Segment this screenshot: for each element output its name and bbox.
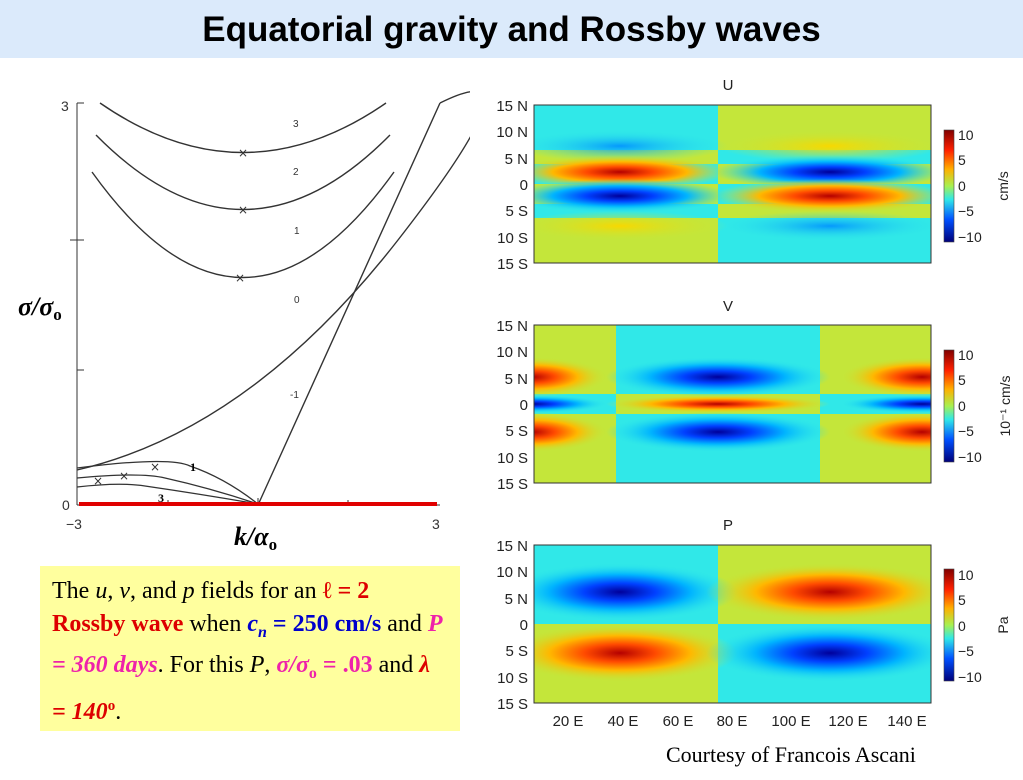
colorbar-p: 10 5 0 −5 −10 Pa bbox=[943, 567, 1011, 685]
lat-label: 5 S bbox=[505, 203, 528, 220]
colorbar-v: 10 5 0 −5 −10 10⁻¹ cm/s bbox=[943, 347, 1013, 465]
lat-label: 5 N bbox=[505, 151, 528, 168]
lat-label: 15 S bbox=[497, 256, 528, 273]
cbar-tick: 10 bbox=[958, 347, 974, 363]
lat-label: 15 N bbox=[496, 318, 528, 335]
cbar-tick: 0 bbox=[958, 398, 966, 414]
lat-label: 10 S bbox=[497, 670, 528, 687]
lat-label: 10 S bbox=[497, 230, 528, 247]
lat-label: 5 N bbox=[505, 371, 528, 388]
panel-title-p: P bbox=[723, 517, 733, 534]
cbar-tick: 5 bbox=[958, 592, 966, 608]
curve-n0 bbox=[76, 91, 470, 471]
curve-label-minus1: -1 bbox=[290, 390, 299, 401]
cbar-unit-v: 10⁻¹ cm/s bbox=[997, 375, 1013, 436]
y-tick-0: 0 bbox=[62, 497, 70, 513]
x-tick-left: −3 bbox=[66, 516, 82, 532]
cbar-tick: 0 bbox=[958, 618, 966, 634]
marker: × bbox=[150, 460, 160, 474]
lat-label: 5 N bbox=[505, 591, 528, 608]
marker: × bbox=[93, 474, 103, 488]
cbar-tick: −10 bbox=[958, 449, 982, 465]
lat-label: 10 N bbox=[496, 564, 528, 581]
rossby-label-3: 3 bbox=[158, 491, 164, 505]
x-axis-label: k/αo bbox=[234, 522, 278, 554]
marker: × bbox=[238, 203, 248, 217]
rossby-label-1: 1 bbox=[190, 460, 196, 474]
lat-label: 10 N bbox=[496, 124, 528, 141]
curve-label-0: 0 bbox=[294, 295, 300, 306]
marker: × bbox=[119, 469, 129, 483]
lat-label: 15 S bbox=[497, 476, 528, 493]
cbar-unit-p: Pa bbox=[995, 616, 1011, 633]
rossby-n1 bbox=[76, 460, 259, 505]
cbar-unit-u: cm/s bbox=[995, 171, 1011, 201]
curve-n3 bbox=[99, 102, 387, 154]
cbar-tick: 10 bbox=[958, 127, 974, 143]
lat-label: 0 bbox=[520, 397, 528, 414]
curve-label-2: 2 bbox=[293, 167, 299, 178]
cbar-tick: −5 bbox=[958, 643, 974, 659]
lon-label: 100 E bbox=[771, 713, 810, 730]
dispersion-diagram: 3 0 −3 3 × × × × × × 3 2 1 0 -1 1 3 bbox=[61, 91, 470, 532]
cbar-tick: 5 bbox=[958, 152, 966, 168]
lat-label: 5 S bbox=[505, 643, 528, 660]
panel-title-u: U bbox=[723, 77, 734, 94]
caption-box: The u, v, and p fields for an ℓ = 2 Ross… bbox=[40, 566, 460, 731]
lon-label: 60 E bbox=[663, 713, 694, 730]
cbar-tick: 10 bbox=[958, 567, 974, 583]
cbar-tick: −10 bbox=[958, 669, 982, 685]
rossby-n2 bbox=[76, 474, 259, 505]
lon-label: 40 E bbox=[608, 713, 639, 730]
title-bar: Equatorial gravity and Rossby waves bbox=[0, 0, 1023, 58]
lat-label: 10 S bbox=[497, 450, 528, 467]
y-axis-label: σ/σo bbox=[18, 292, 62, 324]
panel-u: U bbox=[533, 77, 932, 264]
credit-line: Courtesy of Francois Ascani bbox=[666, 742, 916, 767]
colorbar-u: 10 5 0 −5 −10 cm/s bbox=[943, 127, 1011, 245]
wave-field-maps: U V bbox=[496, 77, 1013, 730]
lon-label: 80 E bbox=[717, 713, 748, 730]
lat-label: 15 S bbox=[497, 696, 528, 713]
lat-label: 0 bbox=[520, 617, 528, 634]
slide-title: Equatorial gravity and Rossby waves bbox=[202, 10, 821, 49]
marker: × bbox=[235, 271, 245, 285]
curve-n1 bbox=[91, 171, 395, 279]
panel-v: V bbox=[533, 298, 932, 484]
marker: × bbox=[238, 146, 248, 160]
cbar-tick: −10 bbox=[958, 229, 982, 245]
lon-label: 20 E bbox=[553, 713, 584, 730]
lon-label: 140 E bbox=[887, 713, 926, 730]
lat-label: 15 N bbox=[496, 98, 528, 115]
curve-label-3: 3 bbox=[293, 119, 299, 130]
lat-label: 10 N bbox=[496, 344, 528, 361]
cbar-tick: −5 bbox=[958, 203, 974, 219]
curve-n2 bbox=[95, 134, 391, 211]
rossby-n3 bbox=[76, 483, 259, 505]
cbar-tick: 0 bbox=[958, 178, 966, 194]
cbar-tick: 5 bbox=[958, 372, 966, 388]
lat-label: 15 N bbox=[496, 538, 528, 555]
lat-label: 0 bbox=[520, 177, 528, 194]
x-tick-right: 3 bbox=[432, 516, 440, 532]
cbar-tick: −5 bbox=[958, 423, 974, 439]
lat-label: 5 S bbox=[505, 423, 528, 440]
curve-label-1: 1 bbox=[294, 226, 300, 237]
panel-title-v: V bbox=[723, 298, 733, 315]
panel-p: P bbox=[533, 517, 932, 704]
y-tick-3: 3 bbox=[61, 98, 69, 114]
lon-label: 120 E bbox=[828, 713, 867, 730]
curve-kelvin bbox=[257, 102, 441, 506]
